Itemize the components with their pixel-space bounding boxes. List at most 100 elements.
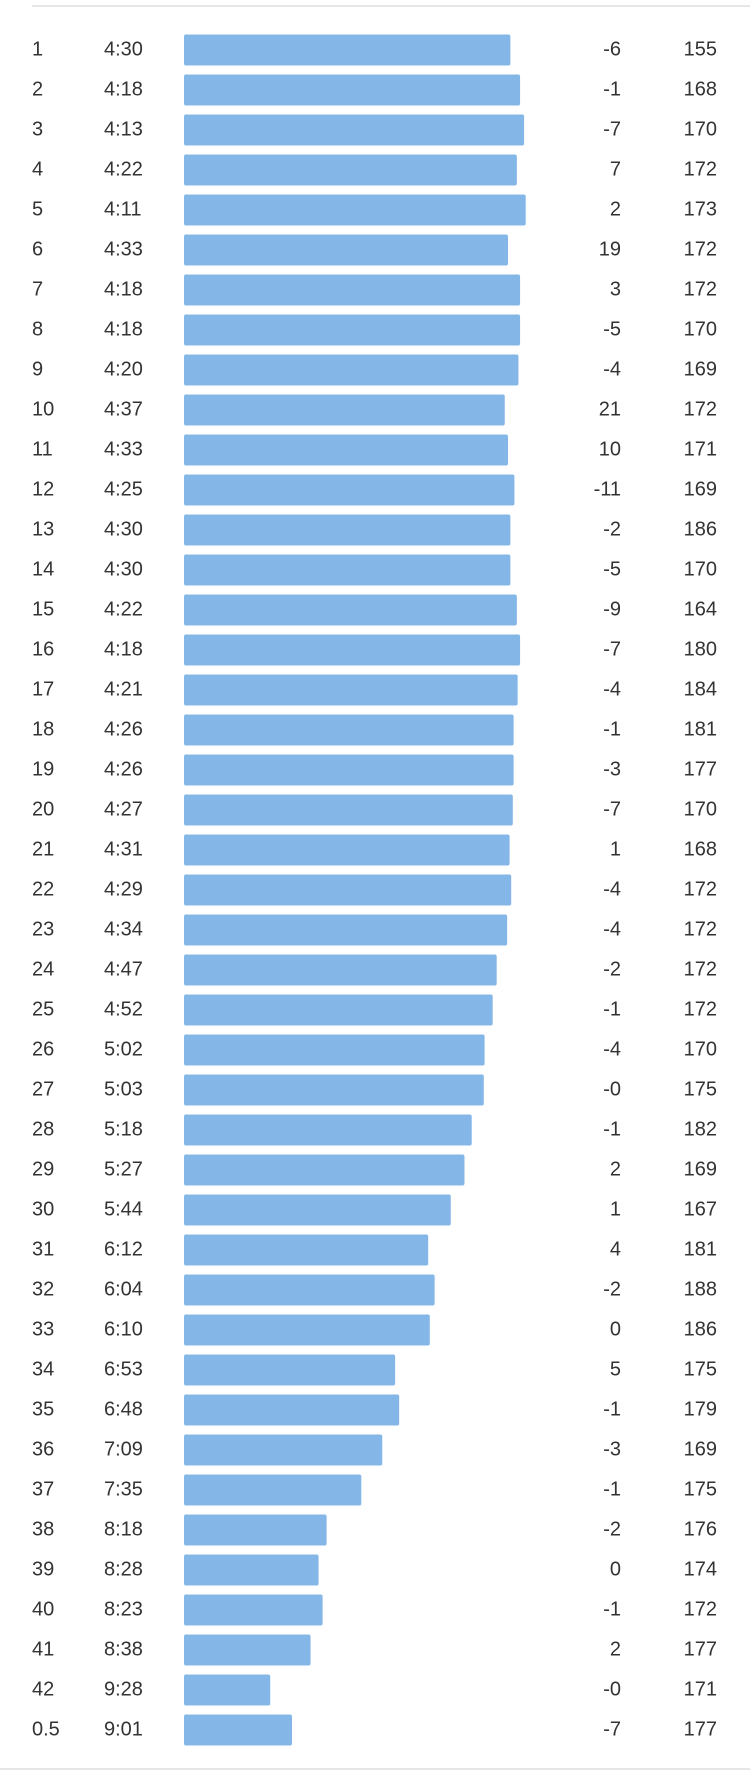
split-km: 16	[32, 638, 54, 660]
split-elevation: -11	[594, 478, 621, 500]
split-pace: 4:22	[104, 158, 143, 180]
split-elevation: -1	[603, 718, 621, 740]
pace-bar	[184, 994, 493, 1026]
split-heart-rate: 181	[684, 1238, 717, 1260]
split-elevation: -4	[603, 918, 621, 940]
split-elevation: -3	[603, 1438, 621, 1460]
split-km: 38	[32, 1518, 54, 1540]
split-km: 42	[32, 1678, 54, 1700]
split-heart-rate: 170	[684, 318, 717, 340]
split-elevation: 1	[610, 838, 621, 860]
split-heart-rate: 188	[684, 1278, 717, 1300]
split-elevation: -7	[603, 638, 621, 660]
pace-bar	[184, 1194, 451, 1226]
split-heart-rate: 169	[684, 358, 717, 380]
pace-bar	[184, 1034, 485, 1066]
split-pace: 4:13	[104, 118, 143, 140]
split-pace: 5:03	[104, 1078, 143, 1100]
pace-bar	[184, 634, 521, 666]
pace-bar	[184, 394, 505, 426]
split-elevation: 5	[610, 1358, 621, 1380]
split-heart-rate: 169	[684, 1158, 717, 1180]
split-km: 6	[32, 238, 43, 260]
split-elevation: -0	[603, 1078, 621, 1100]
pace-bar	[184, 874, 512, 906]
split-heart-rate: 186	[684, 1318, 717, 1340]
split-elevation: -1	[603, 1598, 621, 1620]
split-km: 4	[32, 158, 43, 180]
split-km: 41	[32, 1638, 54, 1660]
pace-bar	[184, 434, 508, 466]
split-pace: 4:21	[104, 678, 143, 700]
split-heart-rate: 168	[684, 838, 717, 860]
split-heart-rate: 169	[684, 478, 717, 500]
split-pace: 7:09	[104, 1438, 143, 1460]
split-km: 33	[32, 1318, 54, 1340]
split-elevation: -1	[603, 78, 621, 100]
split-heart-rate: 172	[684, 238, 717, 260]
split-pace: 4:18	[104, 78, 143, 100]
split-pace: 4:33	[104, 438, 143, 460]
split-heart-rate: 181	[684, 718, 717, 740]
split-pace: 4:25	[104, 478, 143, 500]
split-km: 36	[32, 1438, 54, 1460]
split-km: 29	[32, 1158, 54, 1180]
pace-bar	[184, 914, 508, 946]
split-elevation: -1	[603, 998, 621, 1020]
split-pace: 5:27	[104, 1158, 143, 1180]
pace-bar	[184, 154, 517, 186]
split-heart-rate: 173	[684, 198, 717, 220]
split-pace: 5:02	[104, 1038, 143, 1060]
pace-bar	[184, 1714, 292, 1746]
split-heart-rate: 171	[684, 438, 717, 460]
split-pace: 5:44	[104, 1198, 143, 1220]
pace-bar	[184, 1074, 484, 1106]
split-heart-rate: 174	[684, 1558, 717, 1580]
split-km: 30	[32, 1198, 54, 1220]
split-elevation: 7	[610, 158, 621, 180]
pace-bar	[184, 314, 521, 346]
split-km: 20	[32, 798, 54, 820]
split-heart-rate: 170	[684, 1038, 717, 1060]
split-heart-rate: 170	[684, 558, 717, 580]
split-elevation: -2	[603, 1518, 621, 1540]
pace-bar	[184, 1394, 400, 1426]
pace-bar	[184, 1514, 327, 1546]
split-heart-rate: 172	[684, 398, 717, 420]
split-heart-rate: 172	[684, 998, 717, 1020]
pace-bar	[184, 674, 518, 706]
pace-bar	[184, 354, 519, 386]
pace-bar	[184, 594, 517, 626]
split-elevation: -6	[603, 38, 621, 60]
split-heart-rate: 177	[684, 1718, 717, 1740]
split-pace: 6:04	[104, 1278, 143, 1300]
split-elevation: -2	[603, 958, 621, 980]
split-km: 1	[32, 38, 43, 60]
split-heart-rate: 184	[684, 678, 717, 700]
split-km: 21	[32, 838, 54, 860]
split-pace: 4:34	[104, 918, 143, 940]
split-pace: 4:26	[104, 758, 143, 780]
split-heart-rate: 176	[684, 1518, 717, 1540]
split-elevation: -2	[603, 518, 621, 540]
split-km: 19	[32, 758, 54, 780]
pace-bar	[184, 1474, 362, 1506]
split-heart-rate: 168	[684, 78, 717, 100]
pace-bar	[184, 794, 513, 826]
split-km: 11	[32, 438, 53, 460]
split-km: 25	[32, 998, 54, 1020]
split-pace: 4:30	[104, 518, 143, 540]
split-km: 23	[32, 918, 54, 940]
split-heart-rate: 170	[684, 118, 717, 140]
split-elevation: -1	[603, 1478, 621, 1500]
split-km: 31	[32, 1238, 54, 1260]
split-km: 27	[32, 1078, 54, 1100]
split-km: 17	[32, 678, 54, 700]
split-pace: 4:27	[104, 798, 143, 820]
split-pace: 4:18	[104, 278, 143, 300]
split-pace: 4:18	[104, 638, 143, 660]
split-pace: 4:26	[104, 718, 143, 740]
pace-bar	[184, 114, 525, 146]
split-elevation: -4	[603, 678, 621, 700]
